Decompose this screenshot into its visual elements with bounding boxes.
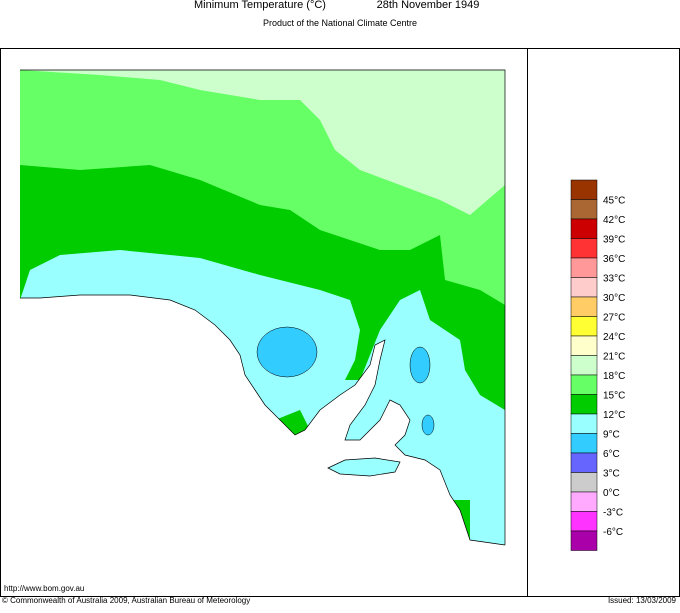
- legend-swatch: [570, 374, 598, 395]
- url: http://www.bom.gov.au: [4, 584, 84, 593]
- legend-swatch: [570, 335, 598, 356]
- legend-label: 42°C: [603, 215, 625, 226]
- legend-label: 6°C: [603, 449, 620, 460]
- legend-swatch: [570, 199, 598, 220]
- legend-label: 27°C: [603, 313, 625, 324]
- map-border: [20, 69, 506, 545]
- legend-swatch: [570, 316, 598, 337]
- legend-label: 33°C: [603, 274, 625, 285]
- legend-swatch: [570, 413, 598, 434]
- legend-swatch: [570, 257, 598, 278]
- title: Minimum Temperature (°C): [194, 0, 326, 11]
- legend-label: 30°C: [603, 293, 625, 304]
- legend-label: 39°C: [603, 235, 625, 246]
- legend-label: 0°C: [603, 488, 620, 499]
- legend-swatch: [570, 355, 598, 376]
- legend: 45°C 42°C 39°C 36°C 33°C 30°C 27°C 24°C 21°C 18°C…: [570, 179, 625, 551]
- legend-swatch: [570, 296, 598, 317]
- legend-label: 3°C: [603, 469, 620, 480]
- legend-swatch: [570, 530, 598, 551]
- legend-label: 45°C: [603, 196, 625, 207]
- legend-label: 9°C: [603, 430, 620, 441]
- legend-label: -6°C: [603, 527, 623, 538]
- legend-label: -3°C: [603, 508, 623, 519]
- legend-label: 21°C: [603, 352, 625, 363]
- legend-swatch: [570, 277, 598, 298]
- legend-swatch: [570, 491, 598, 512]
- subtitle: Product of the National Climate Centre: [263, 18, 417, 28]
- legend-label: 18°C: [603, 371, 625, 382]
- legend-label: 15°C: [603, 391, 625, 402]
- date: 28th November 1949: [377, 0, 480, 11]
- legend-swatch: [570, 394, 598, 415]
- issued: Issued: 13/03/2009: [608, 596, 677, 605]
- copyright: © Commonwealth of Australia 2009, Austra…: [2, 596, 250, 605]
- legend-swatch: [570, 452, 598, 473]
- legend-swatch: [570, 511, 598, 532]
- legend-swatch: [570, 472, 598, 493]
- legend-label: 12°C: [603, 410, 625, 421]
- legend-label: 24°C: [603, 332, 625, 343]
- island: [327, 457, 401, 477]
- legend-label: 36°C: [603, 254, 625, 265]
- legend-swatch: [570, 238, 598, 259]
- legend-swatch: [570, 179, 598, 200]
- coastline: [20, 294, 506, 546]
- legend-swatch: [570, 433, 598, 454]
- map: [20, 70, 505, 545]
- legend-swatch: [570, 218, 598, 239]
